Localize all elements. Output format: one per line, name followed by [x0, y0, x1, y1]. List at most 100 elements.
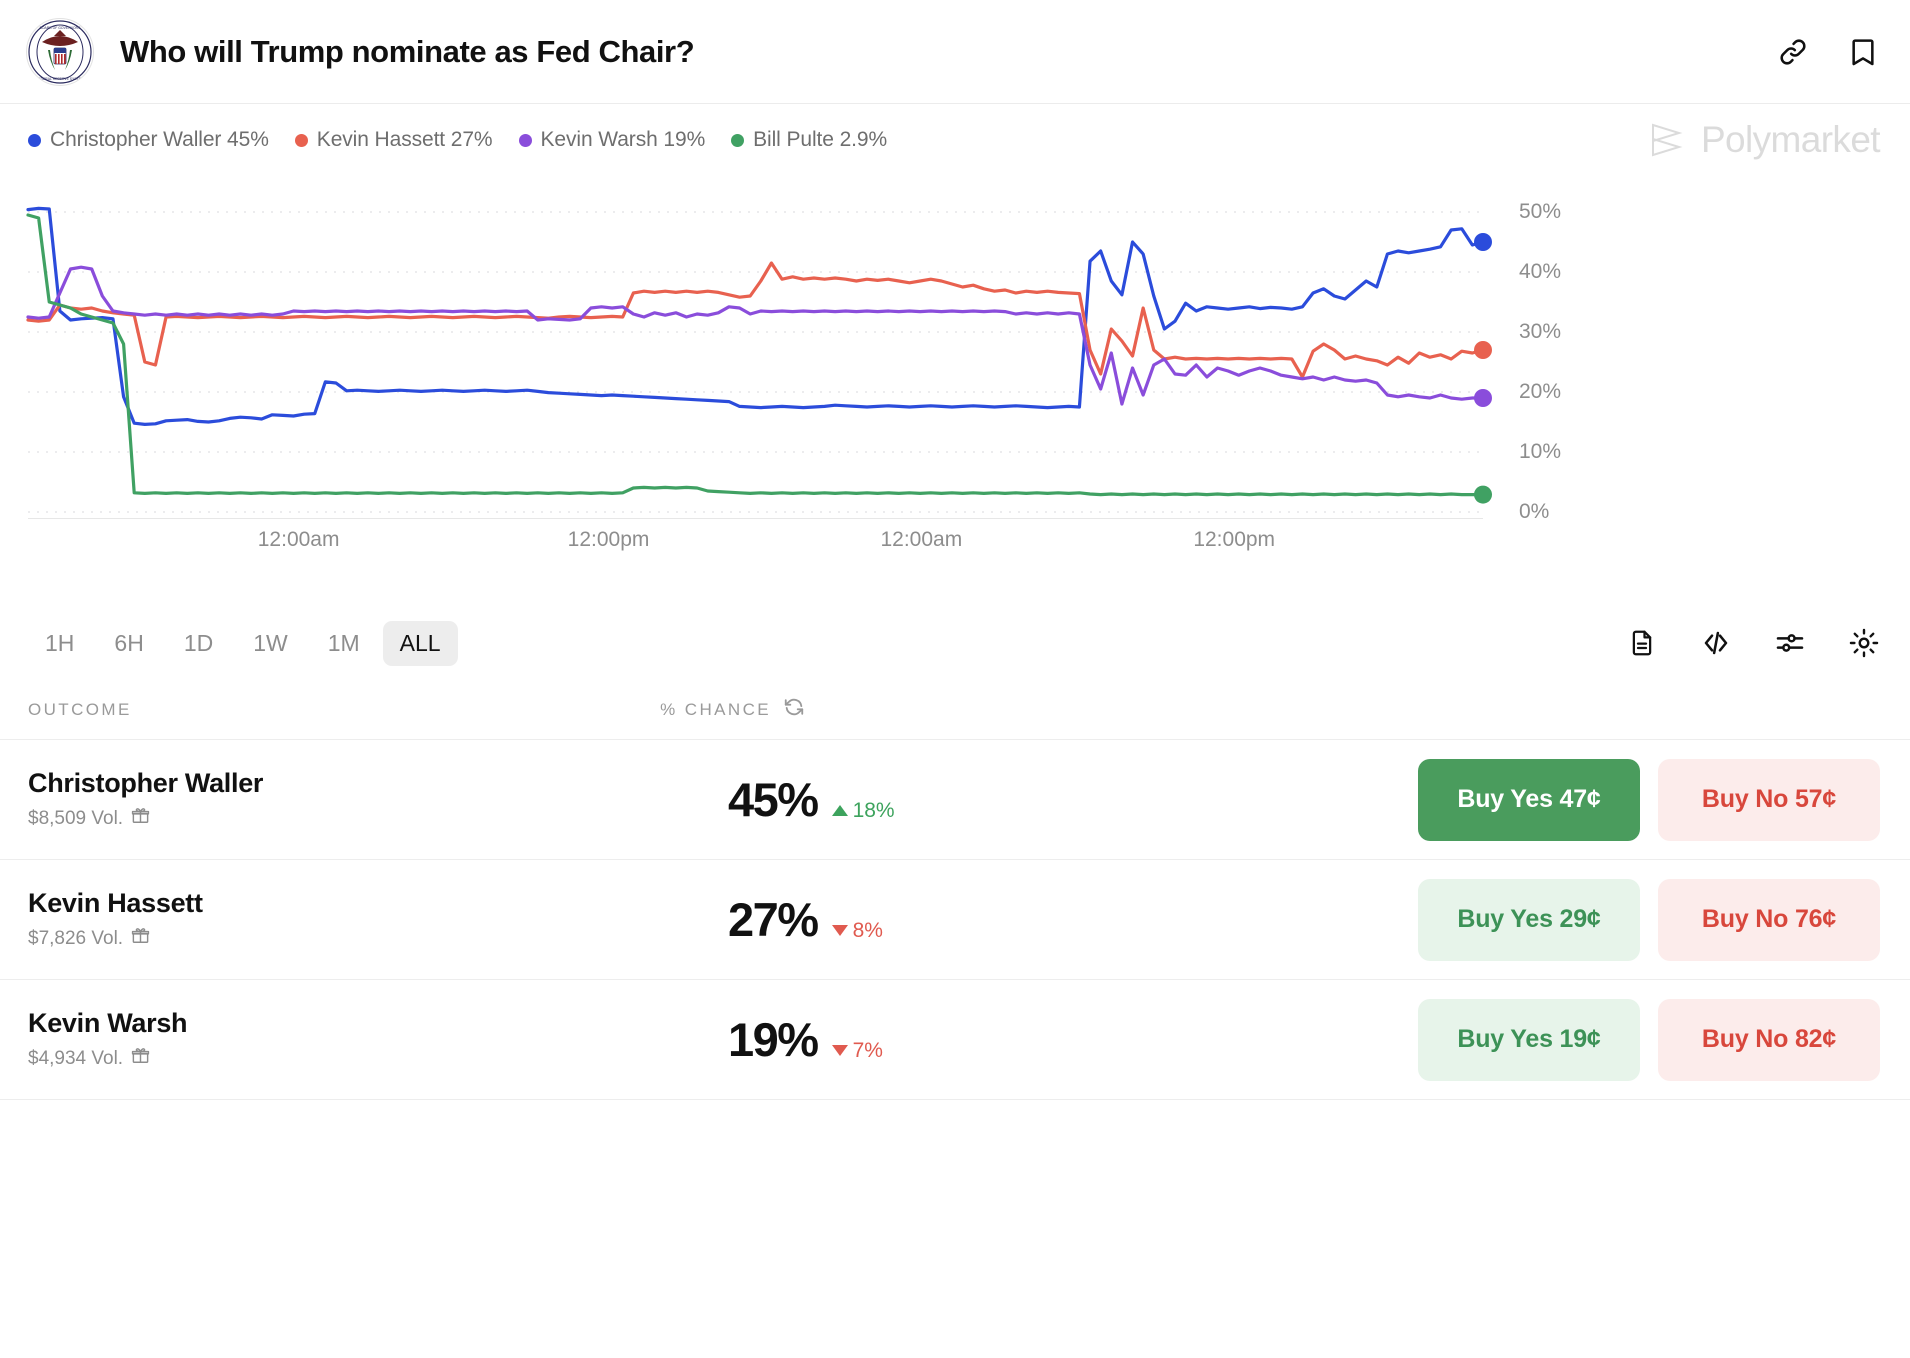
legend-color-dot: [294, 133, 308, 147]
triangle-down-icon: [831, 1045, 848, 1056]
chart-legend: Christopher Waller 45% Kevin Hassett 27%…: [0, 104, 1910, 176]
refresh-icon[interactable]: [783, 696, 805, 723]
column-header-outcome: OUTCOME: [28, 699, 132, 719]
bookmark-icon[interactable]: [1846, 35, 1880, 69]
chance-delta-value: 8%: [852, 918, 883, 942]
legend-item-hassett[interactable]: Kevin Hassett 27%: [294, 128, 493, 152]
chance-delta: 7%: [831, 1038, 883, 1063]
chart-y-axis-labels: 0% 10% 20% 30% 40% 50%: [1503, 176, 1623, 523]
chance-delta: 18%: [831, 798, 895, 823]
range-button-1w[interactable]: 1W: [236, 621, 305, 666]
range-button-1d[interactable]: 1D: [167, 621, 230, 666]
legend-label: Kevin Warsh 19%: [540, 128, 706, 151]
range-button-1h[interactable]: 1H: [28, 621, 91, 666]
chance-delta-value: 7%: [852, 1038, 883, 1062]
chart-plot-area: [26, 182, 1492, 513]
table-row[interactable]: Kevin Warsh $4,934 Vol. 19%: [0, 980, 1910, 1100]
code-icon[interactable]: [1700, 627, 1732, 659]
chance-value: 45%: [728, 773, 819, 826]
legend-color-dot: [731, 133, 745, 147]
table-row[interactable]: Christopher Waller $8,509 Vol. 45%: [0, 740, 1910, 860]
x-axis-tick-label: 12:00pm: [567, 528, 650, 551]
outcome-volume-text: $4,934 Vol.: [28, 1047, 124, 1069]
chart-x-axis-labels: 12:00am 12:00pm 12:00am 12:00pm: [28, 528, 1483, 568]
chance-delta: 8%: [831, 918, 883, 943]
column-header-chance-group: % CHANCE: [660, 696, 805, 723]
legend-label: Bill Pulte 2.9%: [753, 128, 888, 151]
document-icon[interactable]: [1626, 627, 1658, 659]
y-axis-tick-label: 0%: [1519, 500, 1550, 523]
outcome-volume: $8,509 Vol.: [28, 806, 728, 831]
svg-text:BOARD OF GOVERNORS: BOARD OF GOVERNORS: [40, 26, 81, 30]
outcome-actions: Buy Yes 29¢ Buy No 76¢: [1418, 878, 1880, 961]
outcome-chance: 27% 8%: [728, 892, 1118, 947]
link-icon[interactable]: [1776, 35, 1810, 69]
gear-icon[interactable]: [1848, 627, 1880, 659]
page-title: Who will Trump nominate as Fed Chair?: [120, 33, 695, 69]
outcome-volume-text: $7,826 Vol.: [28, 927, 124, 949]
gift-icon[interactable]: [131, 1046, 150, 1071]
chance-value: 19%: [728, 1013, 819, 1066]
y-axis-tick-label: 30%: [1519, 320, 1562, 343]
legend-color-dot: [518, 133, 532, 147]
legend-item-pulte[interactable]: Bill Pulte 2.9%: [731, 128, 887, 152]
outcome-volume: $7,826 Vol.: [28, 926, 728, 951]
polymarket-watermark: Polymarket: [1645, 119, 1881, 161]
outcome-info: Kevin Warsh $4,934 Vol.: [28, 1008, 728, 1071]
x-axis-tick-label: 12:00am: [880, 528, 963, 551]
buy-no-button[interactable]: Buy No 82¢: [1658, 998, 1880, 1081]
brand-name: Polymarket: [1700, 119, 1881, 160]
chart-toolbar: 1H 6H 1D 1W 1M ALL: [28, 606, 1880, 680]
legend-label: Christopher Waller 45%: [50, 128, 269, 151]
range-button-1m[interactable]: 1M: [311, 621, 377, 666]
outcome-name: Kevin Warsh: [28, 1008, 188, 1038]
gift-icon[interactable]: [131, 806, 150, 831]
chart-tool-icons: [1626, 627, 1880, 659]
outcome-actions: Buy Yes 19¢ Buy No 82¢: [1418, 998, 1880, 1081]
polymarket-logo-icon: [1651, 123, 1683, 157]
outcome-name: Christopher Waller: [28, 768, 264, 798]
outcome-info: Christopher Waller $8,509 Vol.: [28, 768, 728, 831]
table-row[interactable]: Kevin Hassett $7,826 Vol. 27%: [0, 860, 1910, 980]
y-axis-tick-label: 10%: [1519, 440, 1562, 463]
x-axis-tick-label: 12:00pm: [1193, 528, 1276, 551]
header-actions: [1776, 35, 1880, 69]
outcomes-list: Christopher Waller $8,509 Vol. 45%: [0, 740, 1910, 1100]
chart-x-axis-line: [28, 518, 1483, 519]
outcome-volume: $4,934 Vol.: [28, 1046, 728, 1071]
y-axis-tick-label: 20%: [1519, 380, 1562, 403]
buy-yes-button[interactable]: Buy Yes 19¢: [1418, 998, 1640, 1081]
outcome-volume-text: $8,509 Vol.: [28, 807, 124, 829]
buy-no-button[interactable]: Buy No 76¢: [1658, 878, 1880, 961]
column-header-chance: % CHANCE: [660, 699, 771, 719]
outcomes-table-header: OUTCOME % CHANCE: [0, 680, 1910, 740]
x-axis-tick-label: 12:00am: [257, 528, 340, 551]
time-range-selector: 1H 6H 1D 1W 1M ALL: [28, 620, 458, 666]
y-axis-tick-label: 50%: [1519, 200, 1562, 223]
buy-yes-button[interactable]: Buy Yes 29¢: [1418, 878, 1640, 961]
buy-yes-button[interactable]: Buy Yes 47¢: [1418, 758, 1640, 841]
legend-label: Kevin Hassett 27%: [316, 128, 493, 151]
outcome-actions: Buy Yes 47¢ Buy No 57¢: [1418, 758, 1880, 841]
svg-text:FEDERAL RESERVE SYSTEM: FEDERAL RESERVE SYSTEM: [36, 77, 84, 81]
triangle-down-icon: [831, 925, 848, 936]
gift-icon[interactable]: [131, 926, 150, 951]
triangle-up-icon: [831, 805, 848, 816]
y-axis-tick-label: 40%: [1519, 260, 1562, 283]
outcome-chance: 19% 7%: [728, 1012, 1118, 1067]
buy-no-button[interactable]: Buy No 57¢: [1658, 758, 1880, 841]
price-chart: 0% 10% 20% 30% 40% 50% 12:00am 12:00pm 12:00am 1…: [26, 176, 1880, 606]
chance-value: 27%: [728, 893, 819, 946]
legend-color-dot: [28, 133, 41, 147]
legend-item-waller[interactable]: Christopher Waller 45%: [28, 128, 269, 152]
chance-delta-value: 18%: [852, 798, 895, 822]
sliders-icon[interactable]: [1774, 627, 1806, 659]
legend-items: Christopher Waller 45% Kevin Hassett 27%…: [28, 128, 887, 152]
legend-item-warsh[interactable]: Kevin Warsh 19%: [518, 128, 706, 152]
outcome-name: Kevin Hassett: [28, 888, 203, 918]
outcome-info: Kevin Hassett $7,826 Vol.: [28, 888, 728, 951]
range-button-all[interactable]: ALL: [382, 620, 458, 666]
range-button-6h[interactable]: 6H: [97, 621, 160, 666]
market-header: BOARD OF GOVERNORS FEDERAL RESERVE SYSTE…: [0, 0, 1910, 104]
